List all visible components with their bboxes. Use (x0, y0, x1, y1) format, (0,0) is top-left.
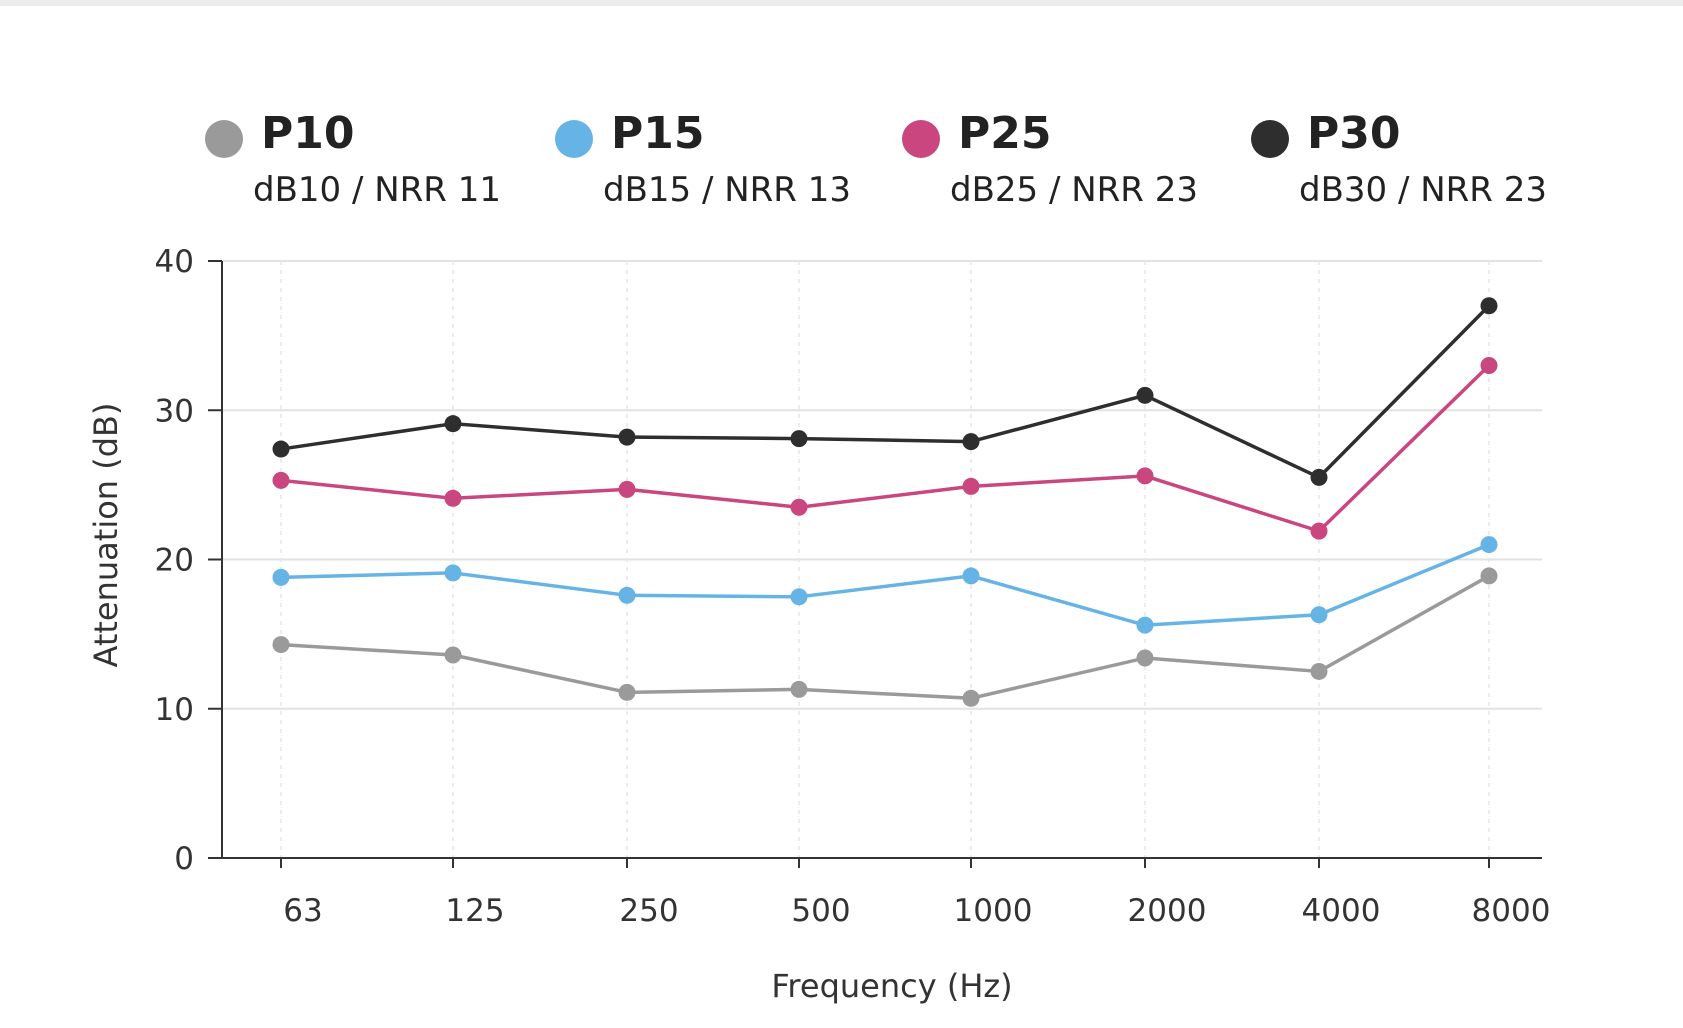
legend-dot-p15 (555, 120, 593, 158)
x-tick-label: 2000 (1128, 893, 1207, 929)
data-point-p10 (790, 680, 808, 698)
data-point-p25 (1310, 522, 1328, 540)
data-point-p30 (272, 440, 290, 458)
data-point-p15 (618, 586, 636, 604)
y-tick-label: 20 (155, 543, 194, 579)
legend-dot-p10 (205, 120, 243, 158)
legend-name-p30: P30 (1307, 108, 1401, 159)
legend-subtitle-p25: dB25 / NRR 23 (950, 170, 1198, 210)
y-tick-label: 0 (174, 841, 194, 877)
x-tick-label: 1000 (954, 893, 1033, 929)
x-tick-label: 4000 (1302, 893, 1381, 929)
data-point-p30 (1136, 386, 1154, 404)
data-point-p15 (1136, 616, 1154, 634)
data-point-p30 (618, 428, 636, 446)
data-point-p10 (618, 683, 636, 701)
y-tick-label: 10 (155, 692, 194, 728)
legend-dot-p25 (902, 120, 940, 158)
series-line-p30 (280, 304, 1491, 480)
series-line-p25 (280, 364, 1491, 533)
data-point-p10 (1310, 662, 1328, 680)
x-tick-label: 250 (619, 893, 678, 929)
data-point-p30 (1310, 468, 1328, 486)
series-line-p10 (280, 574, 1490, 701)
data-point-p25 (1136, 467, 1154, 485)
data-point-p30 (962, 433, 980, 451)
y-tick-label: 30 (155, 393, 194, 429)
legend-name-p15: P15 (611, 108, 705, 159)
data-point-p15 (962, 567, 980, 585)
data-point-p10 (272, 636, 290, 654)
data-point-p30 (1480, 297, 1498, 315)
data-point-p10 (962, 689, 980, 707)
data-point-p25 (444, 489, 462, 507)
legend-name-p25: P25 (958, 108, 1052, 159)
legend-subtitle-p30: dB30 / NRR 23 (1299, 170, 1547, 210)
legend-subtitle-p15: dB15 / NRR 13 (603, 170, 851, 210)
data-point-p15 (272, 568, 290, 586)
legend-name-p10: P10 (261, 108, 355, 159)
data-point-p15 (1310, 606, 1328, 624)
data-point-p10 (1480, 567, 1498, 585)
data-point-p15 (790, 588, 808, 606)
data-point-p30 (790, 430, 808, 448)
legend-dot-p30 (1251, 120, 1289, 158)
x-tick-label: 8000 (1472, 893, 1551, 929)
y-axis-title: Attenuation (dB) (87, 403, 125, 668)
data-point-p25 (1480, 356, 1498, 374)
data-point-p25 (272, 471, 290, 489)
x-axis-title: Frequency (Hz) (771, 967, 1012, 1005)
y-tick-label: 40 (155, 244, 194, 280)
data-point-p15 (1480, 536, 1498, 554)
data-point-p25 (618, 480, 636, 498)
data-point-p25 (962, 477, 980, 495)
x-tick-label: 63 (283, 893, 322, 929)
series-line-p15 (280, 542, 1490, 627)
top-border-strip (0, 0, 1683, 6)
data-point-p10 (444, 646, 462, 664)
legend-subtitle-p10: dB10 / NRR 11 (253, 170, 501, 210)
data-point-p10 (1136, 649, 1154, 667)
x-tick-label: 125 (445, 893, 504, 929)
data-point-p15 (444, 564, 462, 582)
data-point-p30 (444, 415, 462, 433)
x-tick-label: 500 (791, 893, 850, 929)
data-point-p25 (790, 498, 808, 516)
